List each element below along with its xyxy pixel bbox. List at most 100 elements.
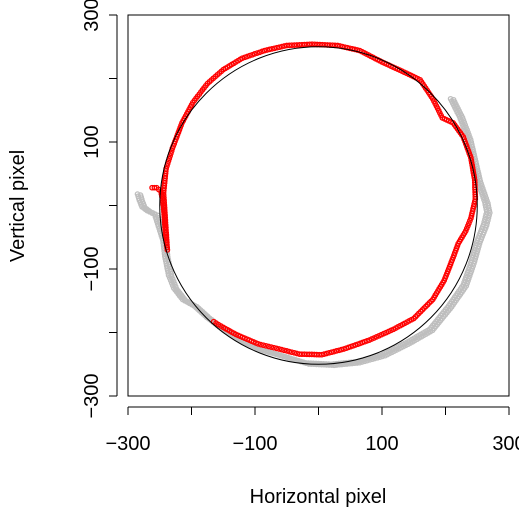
data-point [476, 175, 483, 182]
axis-layer: −300 −100 100 300 −300 −100 100 300 [81, 0, 519, 455]
data-point [285, 354, 291, 361]
data-point [475, 170, 482, 177]
data-point [344, 44, 351, 51]
plot-frame [127, 14, 510, 397]
data-point [165, 270, 172, 276]
data-point [374, 353, 380, 359]
data-point [310, 360, 317, 367]
data-point [260, 342, 267, 349]
data-point [301, 41, 308, 48]
data-point [290, 356, 296, 363]
data-point [333, 348, 340, 354]
data-point [299, 41, 305, 48]
data-point [262, 348, 269, 354]
y-tick-label: 300 [81, 0, 103, 32]
data-point [477, 178, 484, 184]
data-point [274, 44, 280, 51]
data-point [323, 350, 330, 357]
data-point [254, 50, 260, 56]
data-point [450, 96, 457, 103]
data-point [292, 357, 299, 363]
data-point [263, 342, 269, 349]
data-point [277, 352, 284, 359]
data-point [480, 188, 487, 194]
data-point [268, 344, 275, 350]
data-point [271, 344, 277, 351]
data-point [167, 277, 174, 284]
data-point [328, 349, 335, 356]
data-point [265, 343, 272, 350]
data-point [210, 318, 217, 325]
data-point [331, 348, 337, 355]
data-point [467, 217, 473, 224]
data-point [273, 345, 280, 352]
data-point [161, 250, 168, 257]
data-point [261, 47, 268, 54]
reference-circle [159, 46, 478, 365]
data-point [281, 347, 288, 354]
data-point [347, 45, 353, 52]
data-point [291, 349, 298, 356]
data-point [260, 347, 266, 354]
data-point [257, 346, 264, 353]
data-point [278, 43, 285, 50]
data-point [478, 180, 484, 187]
x-axis-label: Horizontal pixel [250, 486, 387, 508]
data-point [354, 47, 361, 53]
data-point [376, 352, 383, 359]
points-layer [134, 41, 493, 369]
data-point [485, 202, 492, 209]
data-point [482, 193, 489, 199]
data-point [257, 341, 264, 348]
data-point [468, 141, 475, 148]
data-point [294, 42, 300, 48]
data-point [280, 353, 286, 359]
data-point [300, 359, 307, 366]
data-point [266, 46, 273, 53]
data-point [346, 359, 352, 366]
data-point [288, 349, 295, 356]
data-point [282, 354, 289, 360]
data-point [348, 359, 355, 366]
data-point [291, 42, 298, 48]
x-tick-label: 300 [492, 433, 519, 455]
data-point [484, 198, 490, 204]
y-tick-label: 100 [81, 125, 103, 158]
data-point [468, 212, 475, 219]
data-point [299, 351, 305, 358]
data-point [326, 349, 332, 356]
y-axis-label: Vertical pixel [7, 150, 29, 262]
data-point [447, 95, 454, 102]
data-point [287, 355, 294, 362]
data-point [315, 360, 322, 367]
data-point [349, 46, 356, 52]
data-point [286, 348, 293, 355]
data-point [264, 47, 270, 53]
data-point [288, 42, 295, 49]
data-point [271, 45, 278, 52]
data-point [281, 43, 288, 49]
data-point [294, 350, 300, 357]
data-point [296, 351, 303, 357]
y-tick-label: −100 [81, 246, 103, 291]
data-point [351, 46, 358, 53]
y-tick-label: −300 [81, 373, 103, 418]
data-point [278, 346, 285, 353]
data-point [286, 42, 293, 49]
data-point [283, 348, 290, 354]
data-point [246, 52, 253, 59]
data-point [308, 360, 314, 367]
data-point [151, 184, 158, 191]
data-point [336, 347, 342, 354]
x-tick-label: −100 [232, 433, 277, 455]
data-point [275, 351, 281, 358]
data-point [341, 346, 347, 352]
data-point [343, 359, 350, 366]
data-point [169, 282, 176, 289]
data-point [251, 51, 258, 57]
x-tick-label: −300 [105, 433, 150, 455]
data-point [276, 346, 282, 352]
data-point [267, 349, 274, 356]
